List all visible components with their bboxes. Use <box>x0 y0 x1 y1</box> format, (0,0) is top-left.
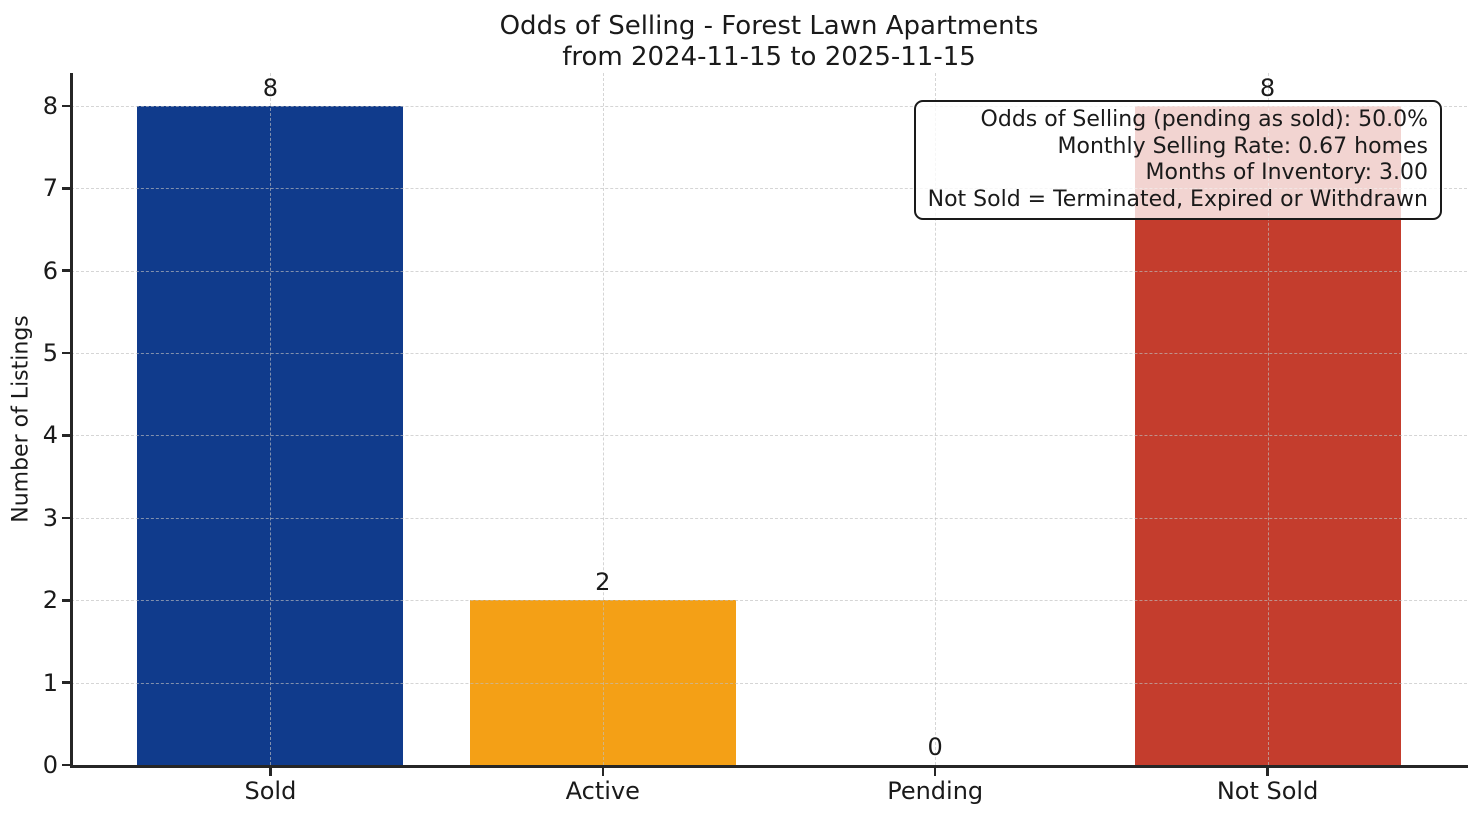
y-tick-label-6: 6 <box>42 256 58 285</box>
y-tick-label-8: 8 <box>42 91 58 120</box>
chart-title-line2: from 2024-11-15 to 2025-11-15 <box>562 42 976 72</box>
x-tick-mark-not-sold <box>1266 767 1269 776</box>
y-tick-label-5: 5 <box>42 339 58 368</box>
y-tick-label-2: 2 <box>42 586 58 615</box>
y-tick-label-4: 4 <box>42 421 58 450</box>
x-tick-mark-pending <box>933 767 937 776</box>
chart-title: Odds of Selling - Forest Lawn Apartments… <box>71 11 1467 73</box>
bar-active <box>469 600 736 765</box>
y-tick-label-3: 3 <box>42 503 58 532</box>
annotation-months-of-inventory: Months of Inventory: 3.00 <box>1145 160 1428 185</box>
bar-sold <box>137 105 404 765</box>
y-tick-mark-5 <box>62 351 71 355</box>
y-tick-label-1: 1 <box>42 668 58 697</box>
y-tick-mark-3 <box>62 516 71 520</box>
x-tick-label-sold: Sold <box>244 777 297 805</box>
bar-value-not-sold: 8 <box>1259 73 1276 102</box>
y-tick-mark-7 <box>62 187 71 190</box>
bar-value-sold: 8 <box>262 73 279 102</box>
x-tick-label-not-sold: Not Sold <box>1216 777 1319 805</box>
stats-annotation-box: Odds of Selling (pending as sold): 50.0%… <box>913 100 1442 220</box>
y-tick-mark-6 <box>62 269 71 272</box>
y-tick-mark-8 <box>62 104 71 108</box>
bar-value-pending: 0 <box>927 733 943 761</box>
y-tick-mark-4 <box>62 434 71 437</box>
y-tick-label-0: 0 <box>42 751 58 779</box>
annotation-monthly-selling-rate: Monthly Selling Rate: 0.67 homes <box>1057 133 1428 159</box>
bar-value-active: 2 <box>595 568 611 597</box>
y-tick-mark-0 <box>62 763 71 767</box>
x-tick-label-pending: Pending <box>887 777 984 805</box>
x-tick-label-active: Active <box>565 777 640 805</box>
y-axis-spine <box>69 73 73 768</box>
y-tick-mark-2 <box>62 598 71 602</box>
y-tick-mark-1 <box>62 681 71 684</box>
x-axis-spine <box>69 764 1468 768</box>
annotation-odds-of-selling: Odds of Selling (pending as sold): 50.0% <box>980 107 1428 132</box>
annotation-not-sold-definition: Not Sold = Terminated, Expired or Withdr… <box>927 186 1428 212</box>
y-tick-label-7: 7 <box>42 174 58 203</box>
x-tick-mark-sold <box>269 767 272 776</box>
x-tick-mark-active <box>601 767 605 776</box>
chart-title-line1: Odds of Selling - Forest Lawn Apartments <box>499 11 1039 41</box>
